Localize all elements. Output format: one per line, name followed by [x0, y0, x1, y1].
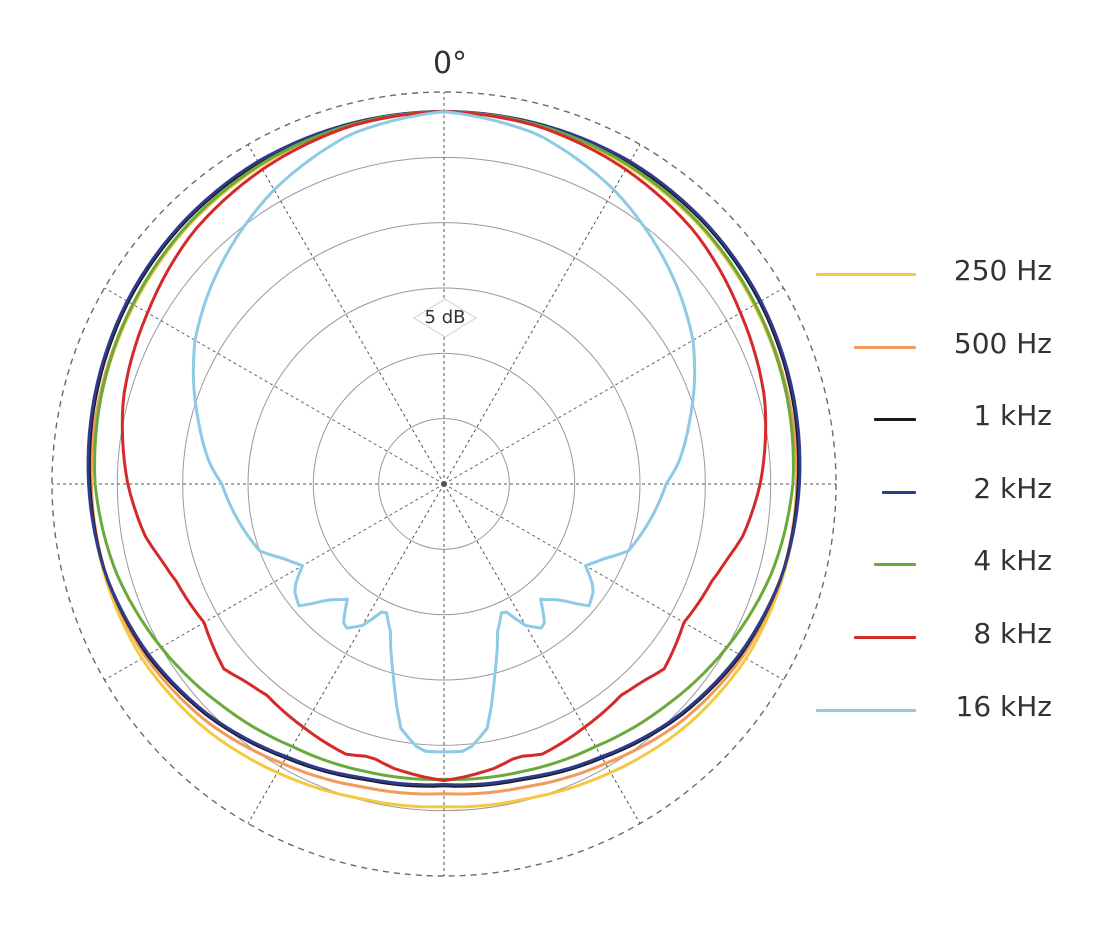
grid-spoke-30	[443, 144, 641, 485]
polar-series	[86, 110, 802, 809]
legend-label-4khz: 4 kHz	[973, 544, 1052, 578]
legend-item-250hz: 250 Hz	[812, 244, 1062, 317]
grid-ring-0	[378, 418, 510, 550]
angle-label-0: 0°	[432, 46, 468, 81]
grid-spoke-300	[104, 287, 445, 485]
legend-item-500hz: 500 Hz	[812, 317, 1062, 390]
polar-grid	[51, 91, 837, 877]
legend-label-2khz: 2 kHz	[973, 471, 1052, 505]
grid-ring-2	[247, 287, 641, 681]
series-line-8khz	[120, 110, 768, 783]
legend-label-500hz: 500 Hz	[953, 326, 1052, 360]
grid-spoke-330	[247, 144, 445, 485]
legend-item-16khz: 16 kHz	[812, 680, 1062, 753]
grid-spoke-150	[443, 483, 641, 824]
scale-diamond-icon	[413, 298, 477, 338]
series-line-2khz	[86, 110, 802, 787]
scale-label: 5 dB	[424, 307, 466, 328]
legend-swatch-1khz	[874, 418, 916, 422]
grid-spoke-210	[247, 483, 445, 824]
legend: 250 Hz 500 Hz 1 kHz 2 kHz 4 kHz 8 kHz 16…	[812, 244, 1062, 752]
grid-spoke-60	[443, 287, 784, 485]
legend-label-250hz: 250 Hz	[953, 254, 1052, 287]
legend-label-1khz: 1 kHz	[973, 399, 1052, 433]
legend-label-8khz: 8 kHz	[973, 616, 1052, 650]
series-line-16khz	[191, 110, 697, 754]
legend-swatch-8khz	[854, 635, 916, 639]
legend-item-4khz: 4 kHz	[812, 534, 1062, 607]
grid-ring-1	[312, 352, 576, 616]
legend-swatch-500hz	[854, 345, 916, 349]
legend-item-1khz: 1 kHz	[812, 389, 1062, 462]
legend-swatch-16khz	[816, 708, 916, 712]
grid-spoke-240	[104, 483, 445, 681]
legend-swatch-4khz	[874, 563, 916, 567]
scale-marker: 5 dB	[413, 298, 477, 338]
legend-item-2khz: 2 kHz	[812, 462, 1062, 535]
legend-swatch-250hz	[816, 273, 916, 276]
legend-swatch-2khz	[882, 490, 916, 494]
grid-ring-3	[182, 222, 706, 746]
legend-label-16khz: 16 kHz	[955, 689, 1053, 723]
center-dot	[441, 481, 447, 487]
legend-item-8khz: 8 kHz	[812, 607, 1062, 680]
